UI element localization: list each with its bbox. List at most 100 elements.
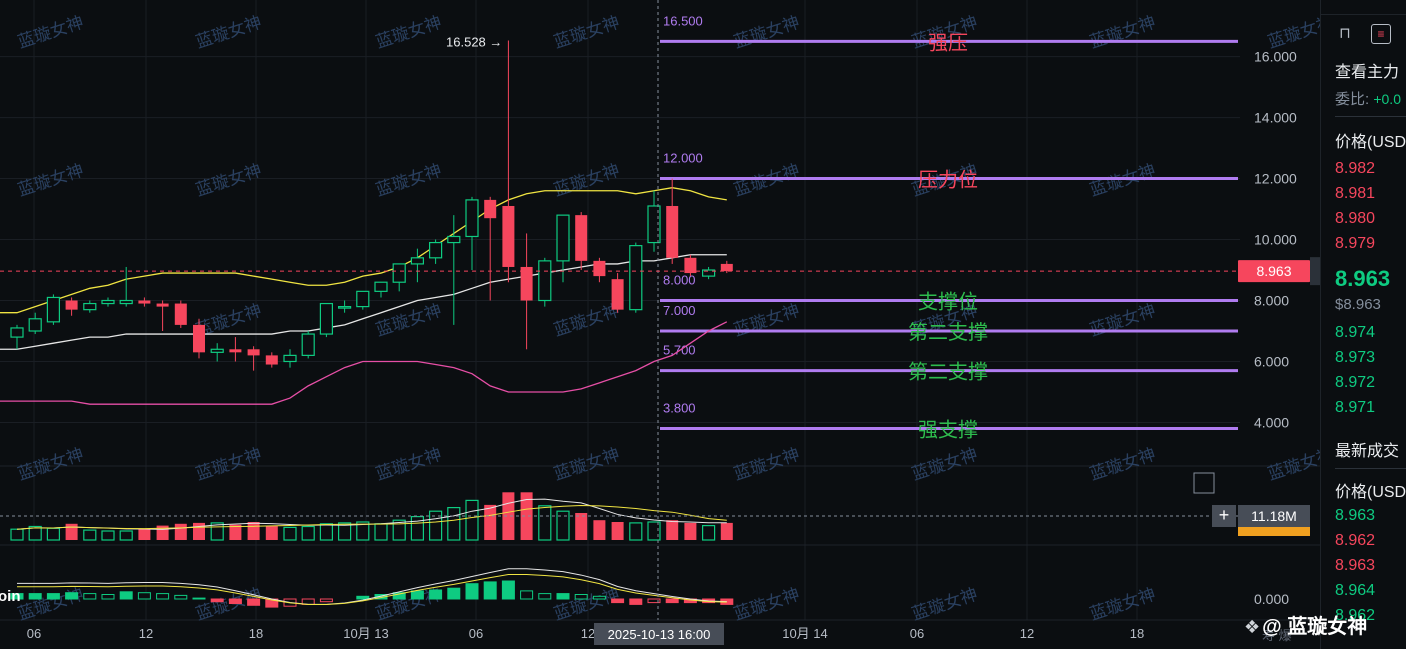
candle-body bbox=[374, 281, 388, 292]
bid-price[interactable]: 8.972 bbox=[1335, 374, 1376, 391]
candle-body bbox=[666, 205, 679, 258]
volume-bar bbox=[10, 528, 24, 541]
watermark-text: 蓝璇女神 bbox=[193, 161, 264, 201]
watermark-text: 蓝璇女神 bbox=[551, 301, 622, 341]
candle-body bbox=[319, 302, 333, 335]
watermark-text: 蓝璇女神 bbox=[551, 161, 622, 201]
trade-price[interactable]: 8.963 bbox=[1335, 557, 1376, 574]
level-value-label: 3.800 bbox=[663, 401, 696, 416]
time-axis-tick: 18 bbox=[249, 626, 263, 641]
candle-body bbox=[647, 205, 661, 244]
volume-bar bbox=[593, 520, 606, 540]
volume-ma-slow bbox=[16, 505, 727, 530]
ask-price[interactable]: 8.982 bbox=[1335, 160, 1376, 177]
macd-bar bbox=[210, 598, 224, 603]
volume-bar bbox=[484, 504, 497, 540]
macd-bar bbox=[392, 592, 406, 600]
macd-bar bbox=[46, 593, 60, 600]
bid-price[interactable]: 8.973 bbox=[1335, 349, 1376, 366]
trade-price[interactable]: 8.962 bbox=[1335, 532, 1376, 549]
volume-crosshair-label: 11.18M bbox=[1251, 508, 1297, 524]
macd-bar bbox=[137, 592, 151, 600]
price-axis-tick: 14.000 bbox=[1254, 110, 1297, 126]
bid-price[interactable]: 8.974 bbox=[1335, 324, 1376, 341]
ma-slow-line bbox=[0, 321, 728, 405]
orderbook-panel: ⊓ ≡ 查看主力 委比: +0.0 价格(USD 8.982 8.981 8.980… bbox=[1320, 0, 1406, 649]
macd-bar bbox=[429, 589, 443, 600]
expand-icon bbox=[1193, 472, 1215, 494]
macd-bar bbox=[465, 583, 479, 600]
candle-body bbox=[119, 299, 133, 305]
price-axis-tick: 16.000 bbox=[1254, 49, 1297, 65]
volume-pane bbox=[10, 492, 733, 541]
candle-body bbox=[83, 302, 97, 311]
crosshair-add-button bbox=[1212, 505, 1236, 527]
layout-icon[interactable]: ⊓ bbox=[1339, 25, 1351, 42]
macd-bar bbox=[556, 593, 570, 600]
candle-body bbox=[265, 355, 278, 365]
trade-price[interactable]: 8.964 bbox=[1335, 582, 1376, 599]
watermark-text: 蓝璇女神 bbox=[551, 13, 622, 53]
watermark-text: 蓝璇女神 bbox=[551, 585, 622, 625]
crosshair-time-tag bbox=[594, 623, 724, 645]
ma-fast-line bbox=[0, 187, 727, 314]
level-name-label: 压力位 bbox=[918, 168, 978, 192]
trades-price-header: 价格(USD bbox=[1335, 484, 1406, 501]
ask-price[interactable]: 8.979 bbox=[1335, 235, 1376, 252]
macd-bar bbox=[574, 594, 588, 600]
watermark-text: 蓝璇女神 bbox=[373, 445, 444, 485]
volume-bar bbox=[119, 530, 133, 541]
price-axis-tick: 12.000 bbox=[1254, 171, 1297, 187]
macd-bar bbox=[629, 598, 643, 605]
legend-fragment: oin bbox=[0, 588, 21, 605]
macd-bar bbox=[356, 595, 370, 600]
candle-body bbox=[65, 300, 78, 310]
watermark-text: 蓝璇女神 bbox=[1087, 301, 1158, 341]
macd-bar bbox=[501, 580, 515, 600]
watermark-text: 蓝璇女神 bbox=[1265, 445, 1320, 485]
level-lines: 16.500强压12.000压力位8.000支撑位7.000第二支撑5.700第… bbox=[660, 13, 1238, 442]
volume-bar bbox=[174, 523, 187, 540]
macd-bar bbox=[520, 590, 534, 600]
candle-body bbox=[210, 348, 224, 353]
chart-grid bbox=[0, 0, 1320, 621]
candle-body bbox=[538, 260, 552, 302]
candle-body bbox=[138, 300, 151, 304]
macd-bar bbox=[83, 593, 97, 600]
watermark-text: 蓝璇女神 bbox=[731, 161, 802, 201]
candle-body bbox=[247, 349, 260, 356]
trades-header[interactable]: 最新成交 bbox=[1335, 443, 1400, 460]
orderbook-mode-icon[interactable]: ≡ bbox=[1371, 24, 1391, 44]
volume-bar bbox=[193, 522, 205, 540]
volume-bar bbox=[647, 521, 661, 541]
watermark-text: 蓝璇女神 bbox=[15, 161, 86, 201]
macd-bar bbox=[101, 594, 115, 600]
hexagon-diamond-icon: ❖ bbox=[1244, 617, 1261, 637]
macd-bar bbox=[174, 594, 188, 600]
macd-bar bbox=[319, 598, 333, 603]
candle-body bbox=[502, 205, 515, 267]
candle-body bbox=[156, 303, 169, 307]
ask-price[interactable]: 8.981 bbox=[1335, 185, 1376, 202]
time-axis-tick: 10月 13 bbox=[343, 626, 389, 641]
macd-bar bbox=[483, 581, 497, 600]
bid-price[interactable]: 8.971 bbox=[1335, 399, 1376, 416]
watermark-text: 蓝璇女神 bbox=[373, 301, 444, 341]
trade-price[interactable]: 8.963 bbox=[1335, 507, 1376, 524]
macd-bar bbox=[611, 598, 625, 604]
footer-fragment: 寿 爆 bbox=[1262, 628, 1292, 643]
volume-bar bbox=[611, 522, 624, 540]
orderbook-header[interactable]: 查看主力 bbox=[1335, 64, 1400, 81]
volume-bar bbox=[684, 522, 697, 540]
macd-bar bbox=[28, 593, 42, 600]
watermark-text: 蓝璇女神 bbox=[15, 585, 86, 625]
ask-price[interactable]: 8.980 bbox=[1335, 210, 1376, 227]
collapse-handle bbox=[1310, 257, 1320, 286]
macd-bar bbox=[447, 587, 461, 600]
ma-mid-line bbox=[0, 254, 727, 350]
trade-price[interactable]: 8.962 bbox=[1335, 607, 1376, 624]
volume-bar bbox=[46, 527, 61, 541]
macd-bar bbox=[119, 591, 133, 600]
candle-body bbox=[520, 266, 533, 301]
